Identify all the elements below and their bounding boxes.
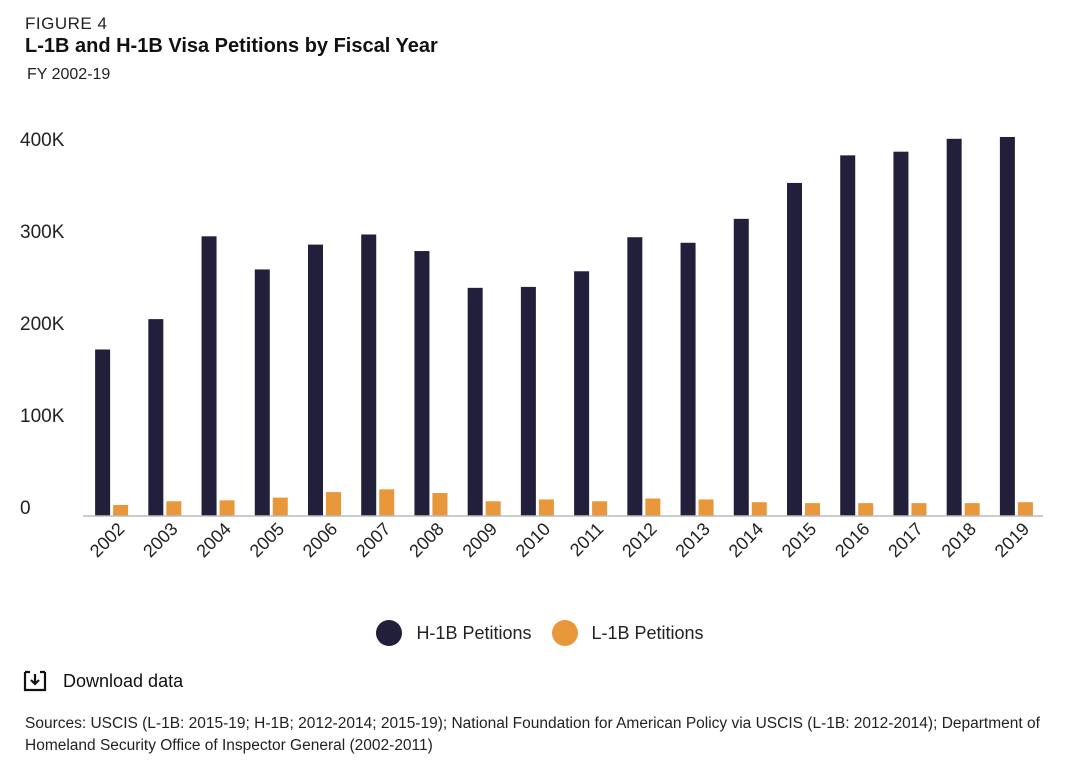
- y-tick-label: 400K: [20, 130, 65, 151]
- bar-chart: 0 100K 200K 300K 400K 2002 2003 2004 2005 2006 200…: [20, 130, 1043, 561]
- l1b-bar: [485, 501, 501, 516]
- x-tick-label: 2007: [352, 519, 394, 561]
- x-tick-label: 2006: [299, 519, 341, 561]
- l1b-bar: [113, 504, 129, 516]
- x-tick-label: 2004: [192, 519, 234, 561]
- x-tick-label: 2005: [246, 519, 288, 561]
- x-tick-label: 2018: [938, 519, 980, 561]
- chart-subtitle: FY 2002-19: [27, 66, 111, 83]
- h1b-bar: [574, 271, 590, 516]
- h1b-bar: [893, 151, 909, 516]
- h1b-bar: [733, 218, 749, 516]
- l1b-bar: [645, 498, 661, 516]
- legend-label-l1b: L-1B Petitions: [591, 622, 704, 643]
- x-tick-label: 2013: [671, 519, 713, 561]
- l1b-bar: [166, 501, 182, 516]
- x-tick-label: 2016: [831, 519, 873, 561]
- l1b-bar: [592, 501, 608, 516]
- h1b-bar: [840, 155, 856, 517]
- legend: H-1B Petitions L-1B Petitions: [0, 620, 1080, 646]
- y-tick-label: 100K: [20, 406, 65, 427]
- legend-label-h1b: H-1B Petitions: [416, 622, 532, 643]
- l1b-bar: [805, 503, 820, 516]
- l1b-bar: [1017, 502, 1033, 516]
- l1b-bar: [432, 493, 448, 516]
- l1b-bar: [751, 502, 767, 516]
- legend-item-l1b[interactable]: L-1B Petitions: [551, 620, 704, 646]
- x-tick-label: 2010: [512, 519, 554, 561]
- h1b-bar: [999, 136, 1015, 516]
- h1b-bar: [787, 182, 802, 516]
- l1b-bar: [326, 492, 341, 516]
- legend-swatch-h1b: [376, 620, 403, 646]
- x-tick-label: 2019: [991, 519, 1033, 561]
- x-tick-label: 2002: [86, 519, 128, 561]
- h1b-bar: [95, 349, 111, 516]
- x-tick-label: 2014: [725, 519, 767, 561]
- l1b-bar: [538, 499, 554, 516]
- download-data-button[interactable]: Download data: [22, 668, 183, 694]
- x-tick-label: 2009: [459, 519, 501, 561]
- y-tick-label: 0: [20, 498, 31, 519]
- legend-item-h1b[interactable]: H-1B Petitions: [376, 620, 532, 646]
- h1b-bar: [467, 287, 483, 516]
- l1b-bar: [272, 497, 288, 516]
- l1b-bar: [698, 499, 714, 516]
- h1b-bar: [201, 236, 217, 516]
- h1b-bar: [361, 234, 377, 517]
- x-tick-label: 2008: [405, 519, 447, 561]
- h1b-bar: [627, 237, 643, 517]
- h1b-bar: [308, 244, 323, 516]
- l1b-bar: [379, 489, 395, 516]
- x-tick-label: 2011: [566, 519, 608, 561]
- l1b-bar: [964, 503, 980, 516]
- y-tick-label: 300K: [20, 222, 65, 243]
- download-icon: [23, 670, 47, 692]
- figure-label: FIGURE 4: [25, 14, 108, 33]
- x-tick-label: 2003: [139, 519, 181, 561]
- chart-title: L-1B and H-1B Visa Petitions by Fiscal Y…: [25, 35, 438, 57]
- h1b-bar: [946, 138, 962, 517]
- h1b-bar: [148, 319, 164, 516]
- h1b-bar: [414, 251, 430, 517]
- l1b-bar: [911, 503, 927, 516]
- h1b-bar: [680, 242, 696, 516]
- legend-swatch-l1b: [551, 620, 578, 646]
- x-tick-label: 2012: [618, 519, 660, 561]
- sources-note: Sources: USCIS (L-1B: 2015-19; H-1B; 201…: [25, 715, 1040, 754]
- l1b-bar: [219, 500, 235, 516]
- h1b-bar: [520, 286, 536, 516]
- x-tick-label: 2017: [884, 519, 926, 561]
- x-tick-label: 2015: [778, 519, 820, 561]
- l1b-bar: [858, 503, 874, 516]
- y-tick-label: 200K: [20, 314, 65, 335]
- download-label: Download data: [63, 670, 184, 691]
- h1b-bar: [254, 269, 270, 516]
